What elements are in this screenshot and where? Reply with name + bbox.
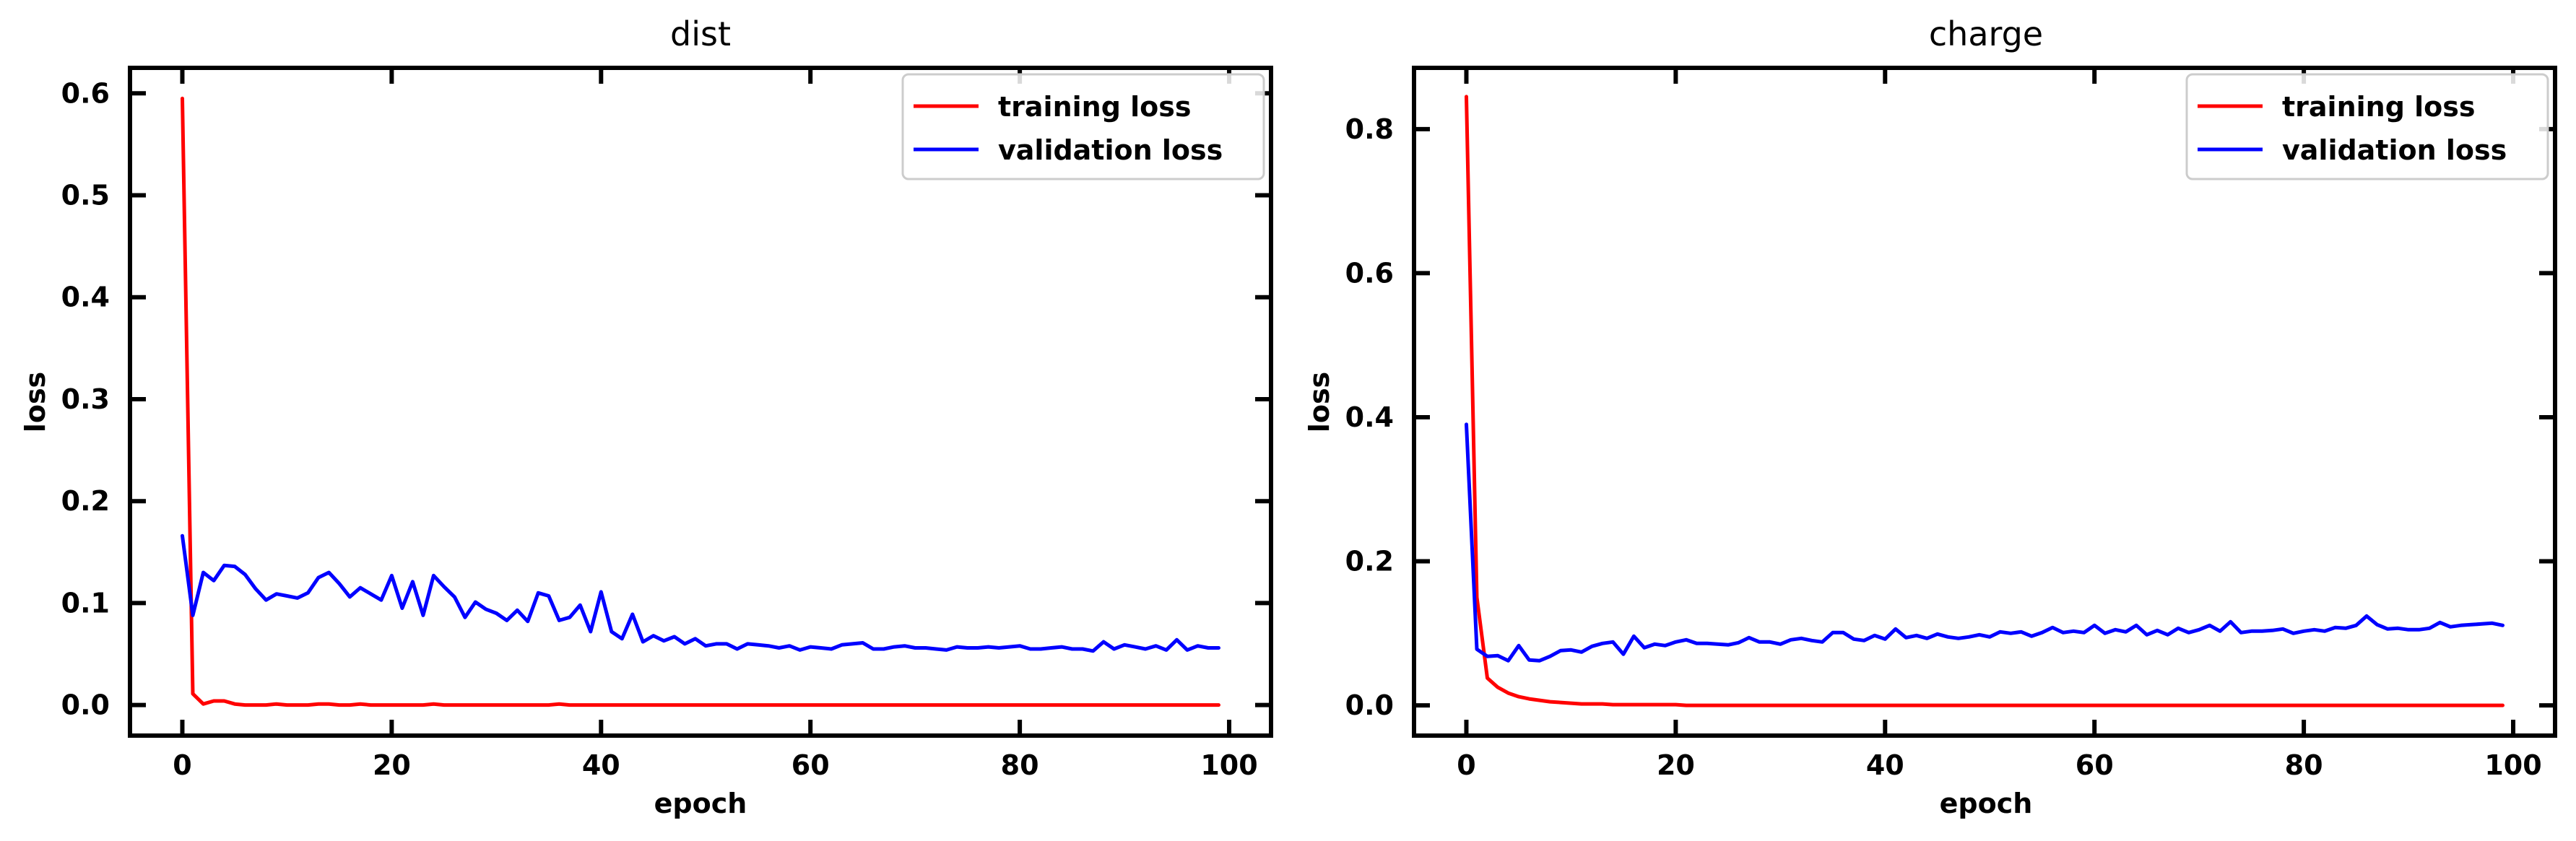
x-tick-label: 40 bbox=[582, 749, 620, 781]
y-tick-label: 0.5 bbox=[61, 180, 110, 212]
y-axis-label: loss bbox=[19, 372, 51, 432]
series-line-validation-loss bbox=[181, 533, 1220, 653]
legend: training loss validation loss bbox=[901, 73, 1265, 180]
chart-title: charge bbox=[1929, 14, 2043, 53]
x-tick-label: 80 bbox=[2285, 749, 2323, 781]
y-tick-label: 0.4 bbox=[1345, 401, 1394, 433]
y-tick-label: 0.8 bbox=[1345, 113, 1394, 145]
legend-label-validation-loss: validation loss bbox=[998, 134, 1223, 166]
y-axis-label: loss bbox=[1304, 372, 1335, 432]
y-tick-label: 0.2 bbox=[1345, 546, 1394, 578]
x-tick-label: 20 bbox=[373, 749, 411, 781]
legend-box bbox=[901, 73, 1265, 180]
x-axis-label: epoch bbox=[654, 788, 747, 819]
x-tick-label: 100 bbox=[2484, 749, 2541, 781]
chart-dist: dist epoch loss 0 20 40 60 80 100 0.0 0.1 0.2 0.3… bbox=[19, 14, 1273, 819]
x-tick-label: 60 bbox=[792, 749, 830, 781]
x-tick-label: 40 bbox=[1866, 749, 1904, 781]
series-lines bbox=[181, 96, 1220, 707]
x-tick-label: 0 bbox=[1457, 749, 1475, 781]
plot-frame bbox=[128, 66, 1273, 738]
x-tick-label: 100 bbox=[1200, 749, 1257, 781]
x-tick-label: 80 bbox=[1001, 749, 1039, 781]
ticks-group: 0 20 40 60 80 100 0.0 0.2 0.4 0.6 0.8 bbox=[1345, 68, 2555, 781]
legend: training loss validation loss bbox=[2185, 73, 2549, 180]
series-line-training-loss bbox=[1465, 95, 2505, 707]
y-tick-label: 0.2 bbox=[61, 485, 110, 517]
legend-label-validation-loss: validation loss bbox=[2282, 134, 2507, 166]
y-tick-label: 0.1 bbox=[61, 587, 110, 619]
x-axis-label: epoch bbox=[1940, 788, 2033, 819]
x-tick-label: 60 bbox=[2076, 749, 2114, 781]
y-tick-label: 0.4 bbox=[61, 282, 110, 313]
y-tick-label: 0.6 bbox=[1345, 257, 1394, 289]
series-line-training-loss bbox=[181, 96, 1220, 707]
y-tick-label: 0.0 bbox=[61, 689, 110, 721]
y-tick-label: 0.6 bbox=[61, 77, 110, 109]
legend-label-training-loss: training loss bbox=[998, 91, 1192, 123]
chart-title: dist bbox=[670, 14, 731, 53]
series-line-validation-loss bbox=[1465, 422, 2505, 663]
y-tick-label: 0.0 bbox=[1345, 689, 1394, 721]
x-tick-label: 0 bbox=[173, 749, 191, 781]
legend-label-training-loss: training loss bbox=[2282, 91, 2476, 123]
legend-box bbox=[2185, 73, 2549, 180]
x-tick-label: 20 bbox=[1657, 749, 1695, 781]
chart-charge: charge epoch loss 0 20 40 60 80 1000.00.20.40… bbox=[1304, 14, 2557, 819]
ticks-group: 0 20 40 60 80 100 0.0 0.1 0.2 0.3 0.4 0.5 0.6 bbox=[61, 68, 1271, 781]
y-tick-label: 0.3 bbox=[61, 383, 110, 415]
series-lines bbox=[1465, 95, 2505, 707]
plot-frame bbox=[1412, 66, 2557, 738]
